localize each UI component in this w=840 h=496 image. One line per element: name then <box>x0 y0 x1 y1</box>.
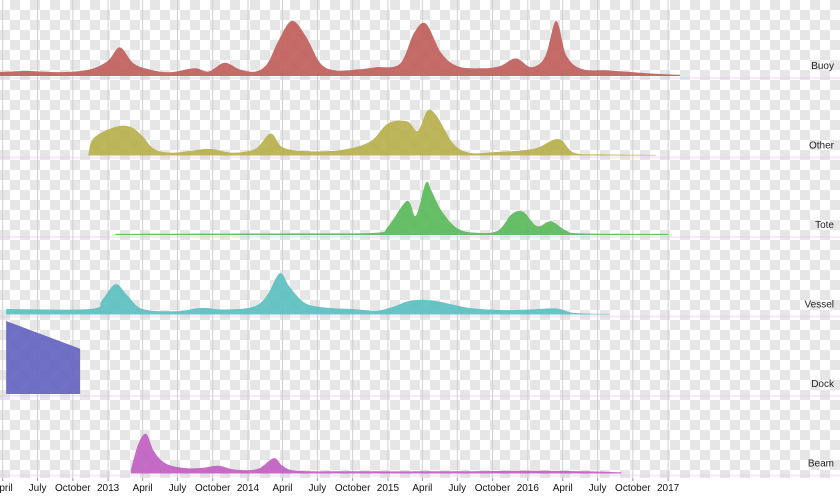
x-tick-label: July <box>29 483 47 494</box>
x-tick-label: October <box>335 483 371 494</box>
vertical-gridlines <box>2 0 669 478</box>
x-tick-label: April <box>133 483 153 494</box>
x-tick-label: 2013 <box>97 483 120 494</box>
x-tick-label: April <box>272 483 292 494</box>
series-label-other: Other <box>809 141 835 152</box>
x-tick-label: July <box>308 483 326 494</box>
row-divider <box>0 156 840 159</box>
x-axis: April July October 2013 April July October 2014… <box>0 478 680 494</box>
series-label-buoy: Buoy <box>811 61 834 72</box>
x-tick-label: October <box>475 483 511 494</box>
series-area-beam <box>130 433 622 474</box>
series-area-vessel <box>6 273 610 315</box>
series-area-buoy <box>0 20 680 76</box>
x-tick-label: 2017 <box>657 483 680 494</box>
x-tick-label: July <box>589 483 607 494</box>
series-labels: Buoy Other Tote Vessel Dock Beam <box>805 61 835 470</box>
x-tick-label: April <box>412 483 432 494</box>
row-dividers <box>0 77 840 477</box>
row-divider <box>0 395 840 397</box>
x-tick-label: July <box>448 483 466 494</box>
x-tick-label: 2014 <box>237 483 260 494</box>
series-label-vessel: Vessel <box>805 300 834 311</box>
x-tick-label: October <box>55 483 91 494</box>
series-label-tote: Tote <box>815 220 834 231</box>
x-tick-label: 2016 <box>517 483 540 494</box>
series-area-other <box>88 109 657 156</box>
series-area-tote <box>115 181 669 235</box>
x-tick-label: October <box>195 483 231 494</box>
row-divider <box>0 236 840 238</box>
series-area-dock <box>6 321 81 394</box>
x-tick-label: 2015 <box>377 483 400 494</box>
row-divider <box>0 474 840 477</box>
x-tick-label: October <box>615 483 651 494</box>
x-tick-label: April <box>553 483 573 494</box>
series-areas <box>0 20 680 474</box>
row-divider <box>0 77 840 79</box>
x-axis-strip <box>0 478 840 496</box>
series-label-dock: Dock <box>811 379 835 390</box>
x-tick-label: April <box>0 483 13 494</box>
series-label-beam: Beam <box>808 459 834 470</box>
x-tick-label: July <box>169 483 187 494</box>
row-divider <box>0 315 840 318</box>
